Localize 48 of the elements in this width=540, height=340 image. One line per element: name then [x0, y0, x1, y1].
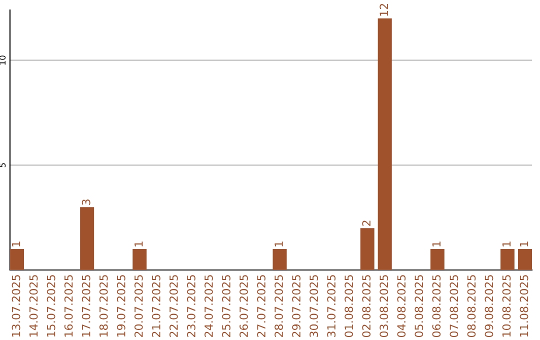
x-tick-label: 22.07.2025	[169, 275, 178, 337]
x-tick-label: 04.08.2025	[397, 275, 406, 338]
bar	[132, 249, 147, 270]
data-label: 1	[12, 242, 20, 246]
bar	[272, 249, 287, 270]
x-tick-label: 17.07.2025	[82, 275, 90, 337]
x-tick-label: 23.07.2025	[186, 275, 196, 337]
data-label: 1	[134, 242, 143, 246]
x-tick-label: 16.07.2025	[64, 275, 73, 337]
x-tick-label: 25.07.2025	[222, 275, 230, 337]
x-tick-label: 07.08.2025	[450, 275, 458, 338]
x-tick-label: 29.07.2025	[292, 275, 300, 337]
x-tick-label: 14.07.2025	[29, 275, 38, 337]
x-tick-label: 19.07.2025	[116, 275, 126, 337]
x-tick-label: 05.08.2025	[414, 275, 424, 338]
bar	[500, 249, 514, 270]
x-tick-label: 24.07.2025	[204, 275, 213, 337]
x-tick-label: 15.07.2025	[46, 275, 56, 337]
bar	[80, 207, 94, 270]
x-tick-label: 13.07.2025	[12, 275, 20, 337]
x-tick-label: 18.07.2025	[99, 275, 108, 337]
x-tick-label: 28.07.2025	[274, 275, 283, 337]
x-tick-label: 03.08.2025	[380, 275, 388, 338]
bar	[10, 249, 24, 270]
x-tick-label: 06.08.2025	[432, 275, 441, 338]
x-tick-label: 11.08.2025	[520, 275, 528, 337]
data-label: 3	[82, 200, 90, 205]
x-tick-label: 02.08.2025	[362, 275, 371, 338]
x-tick-label: 10.08.2025	[502, 275, 511, 337]
data-label: 1	[274, 242, 283, 246]
data-label: 2	[362, 220, 370, 226]
x-tick-label: 21.07.2025	[152, 275, 160, 337]
data-label: 1	[520, 242, 528, 246]
x-tick-label: 08.08.2025	[467, 275, 476, 338]
x-tick-label: 30.07.2025	[310, 275, 318, 337]
bar	[518, 249, 532, 270]
bar	[430, 249, 444, 270]
data-label: 1	[502, 242, 511, 246]
bar	[378, 18, 392, 270]
x-tick-label: 27.07.2025	[257, 275, 266, 337]
x-tick-label: 31.07.2025	[327, 275, 336, 337]
x-tick-label: 26.07.2025	[240, 275, 248, 337]
x-tick-label: 09.08.2025	[484, 275, 494, 338]
x-tick-label: 01.08.2025	[344, 275, 354, 338]
data-label: 12	[380, 4, 388, 16]
bar	[360, 228, 374, 270]
data-label: 1	[432, 242, 440, 246]
x-tick-label: 20.07.2025	[134, 275, 143, 337]
